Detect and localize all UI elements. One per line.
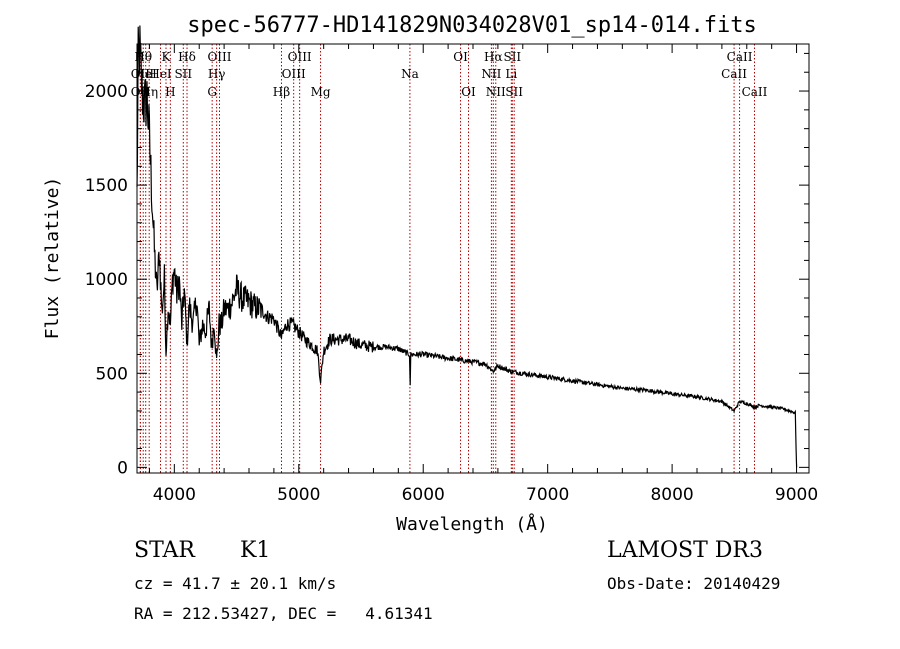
y-tick-label: 1000	[85, 270, 128, 290]
object-subclass: K1	[240, 538, 271, 563]
line-label-5: HeI	[149, 67, 172, 81]
survey-name: LAMOST DR3	[607, 538, 763, 563]
line-label-8: SII	[174, 67, 192, 81]
coordinates: RA = 212.53427, DEC = 4.61341	[134, 604, 433, 623]
observation-date: Obs-Date: 20140429	[607, 574, 781, 593]
line-label-13: Hβ	[273, 85, 290, 99]
object-class: STAR	[134, 538, 195, 563]
x-tick-label: 6000	[402, 485, 445, 505]
line-label-16: Mg	[311, 85, 331, 99]
line-label-12: OIII	[207, 50, 231, 64]
line-label-21: Hα	[484, 50, 503, 64]
line-label-19: OI	[461, 85, 476, 99]
x-tick-label: 7000	[526, 485, 569, 505]
line-label-23: Li	[505, 67, 517, 81]
line-label-6: K	[162, 50, 172, 64]
line-label-28: CaII	[742, 85, 768, 99]
x-axis-label: Wavelength (Å)	[396, 513, 548, 535]
emission-line-labels: OIIOIIHθHeIHηHeIKHSIIHδGHγOIIIHβOIIIOIII…	[131, 50, 768, 99]
redshift-cz: cz = 41.7 ± 20.1 km/s	[134, 574, 337, 593]
y-axis-label: Flux (relative)	[42, 177, 63, 340]
line-label-0: OII	[131, 67, 151, 81]
y-tick-label: 500	[96, 364, 128, 384]
x-tick-label: 4000	[153, 485, 196, 505]
plot-frame	[136, 43, 810, 474]
y-tick-label: 1500	[85, 176, 128, 196]
x-tick-label: 8000	[650, 485, 693, 505]
line-label-20: NII	[481, 67, 501, 81]
spectrum-curve	[136, 25, 798, 468]
y-tick-label: 0	[117, 458, 128, 478]
line-label-25: SII	[505, 85, 523, 99]
chart-title: spec-56777-HD141829N034028V01_sp14-014.f…	[187, 13, 757, 38]
emission-line-markers	[139, 44, 755, 473]
line-label-17: Na	[401, 67, 419, 81]
x-tick-label: 9000	[775, 485, 818, 505]
line-label-26: CaII	[721, 67, 747, 81]
y-axis-ticks: 0 500 1000 1500 2000	[85, 52, 809, 478]
line-label-3: HeI	[135, 67, 158, 81]
line-label-15: OIII	[288, 50, 312, 64]
line-label-10: G	[207, 85, 217, 99]
line-label-18: OI	[453, 50, 468, 64]
x-tick-label: 5000	[277, 485, 320, 505]
x-axis-ticks: 4000 5000 6000 7000 8000 9000	[148, 44, 818, 505]
line-label-11: Hγ	[208, 67, 226, 81]
line-label-27: CaII	[727, 50, 753, 64]
line-label-24: SII	[503, 50, 521, 64]
line-label-22: NII	[486, 85, 506, 99]
line-label-14: OIII	[282, 67, 306, 81]
y-tick-label: 2000	[85, 82, 128, 102]
line-label-9: Hδ	[178, 50, 196, 64]
line-label-7: H	[165, 85, 175, 99]
